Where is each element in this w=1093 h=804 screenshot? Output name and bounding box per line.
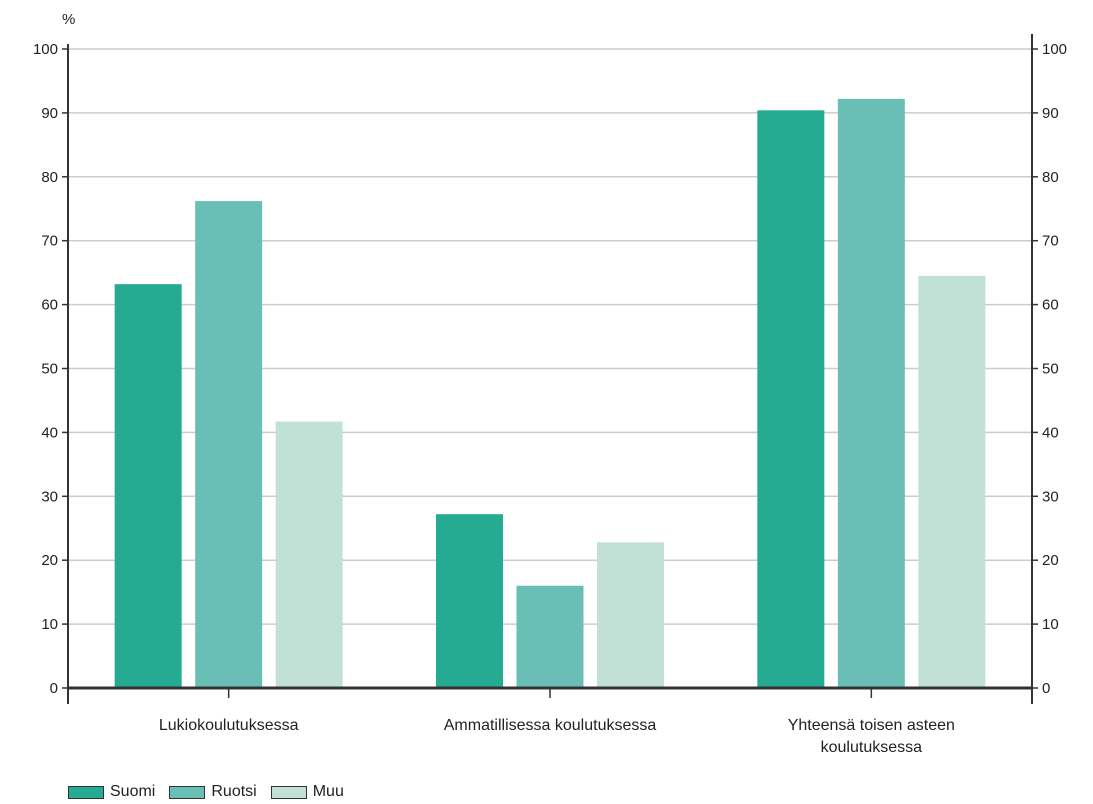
y-tick-label-left: 50 (41, 361, 58, 378)
y-tick-label-left: 60 (41, 297, 58, 314)
y-tick-label-right: 40 (1042, 424, 1059, 441)
y-tick-label-right: 30 (1042, 488, 1059, 505)
legend-item-suomi: Suomi (68, 784, 155, 800)
bar-chart: 0 10 20 30 40 50 60 70 80 90 100 0 10 20 30 40 50 60 70 80… (33, 11, 1067, 756)
bar-suomi (436, 514, 503, 688)
y-tick-label-left: 0 (50, 680, 58, 697)
legend-swatch (270, 785, 307, 799)
y-tick-label-right: 10 (1042, 616, 1059, 633)
legend-item-ruotsi: Ruotsi (169, 783, 257, 800)
y-tick-label-left: 90 (41, 105, 58, 122)
y-tick-label-left: 40 (41, 424, 58, 441)
y-tick-label-right: 80 (1042, 169, 1059, 186)
y-tick-label-right: 20 (1042, 552, 1059, 569)
y-tick-label-left: 10 (41, 616, 58, 633)
x-category-label-line: Ammatillisessa koulutuksessa (444, 717, 657, 734)
legend-swatch (68, 785, 104, 799)
x-category-label-line: koulutuksessa (821, 739, 922, 756)
bar-ruotsi (516, 585, 584, 688)
legend: Suomi Ruotsi Muu (68, 784, 344, 800)
x-category-label-line: Lukiokoulutuksessa (159, 717, 299, 734)
x-category-label: Lukiokoulutuksessa (159, 717, 299, 734)
y-axis-left: 0 10 20 30 40 50 60 70 80 90 100 (33, 41, 68, 697)
bars (114, 98, 986, 689)
y-tick-label-right: 50 (1042, 361, 1059, 378)
y-tick-label-right: 90 (1042, 105, 1059, 122)
x-category-label-line: Yhteensä toisen asteen (788, 717, 955, 734)
legend-label: Suomi (110, 783, 156, 800)
legend-label: Ruotsi (211, 783, 257, 800)
bar-ruotsi (837, 98, 905, 689)
bar-ruotsi (195, 201, 263, 688)
bar-muu (275, 421, 343, 688)
x-axis-categories: Lukiokoulutuksessa Ammatillisessa koulutu… (159, 688, 955, 756)
legend-swatch (169, 785, 206, 799)
y-tick-label-right: 100 (1042, 41, 1067, 58)
y-tick-label-left: 30 (41, 488, 58, 505)
bar-suomi (757, 110, 825, 689)
x-category-label: Ammatillisessa koulutuksessa (444, 717, 657, 734)
y-tick-label-right: 0 (1042, 680, 1050, 697)
y-tick-label-left: 70 (41, 233, 58, 250)
y-axis-right: 0 10 20 30 40 50 60 70 80 90 100 (1032, 41, 1067, 697)
y-axis-unit-label: % (62, 11, 75, 28)
y-tick-label-left: 100 (33, 41, 58, 58)
y-tick-label-right: 60 (1042, 297, 1059, 314)
bar-muu (597, 542, 664, 688)
y-tick-label-left: 80 (41, 169, 58, 186)
y-tick-label-left: 20 (41, 552, 58, 569)
y-tick-label-right: 70 (1042, 233, 1059, 250)
bar-suomi (114, 284, 182, 688)
legend-item-muu: Muu (270, 783, 344, 800)
legend-label: Muu (312, 783, 344, 800)
bar-muu (918, 275, 986, 688)
x-category-label: Yhteensä toisen asteen koulutuksessa (788, 717, 955, 756)
